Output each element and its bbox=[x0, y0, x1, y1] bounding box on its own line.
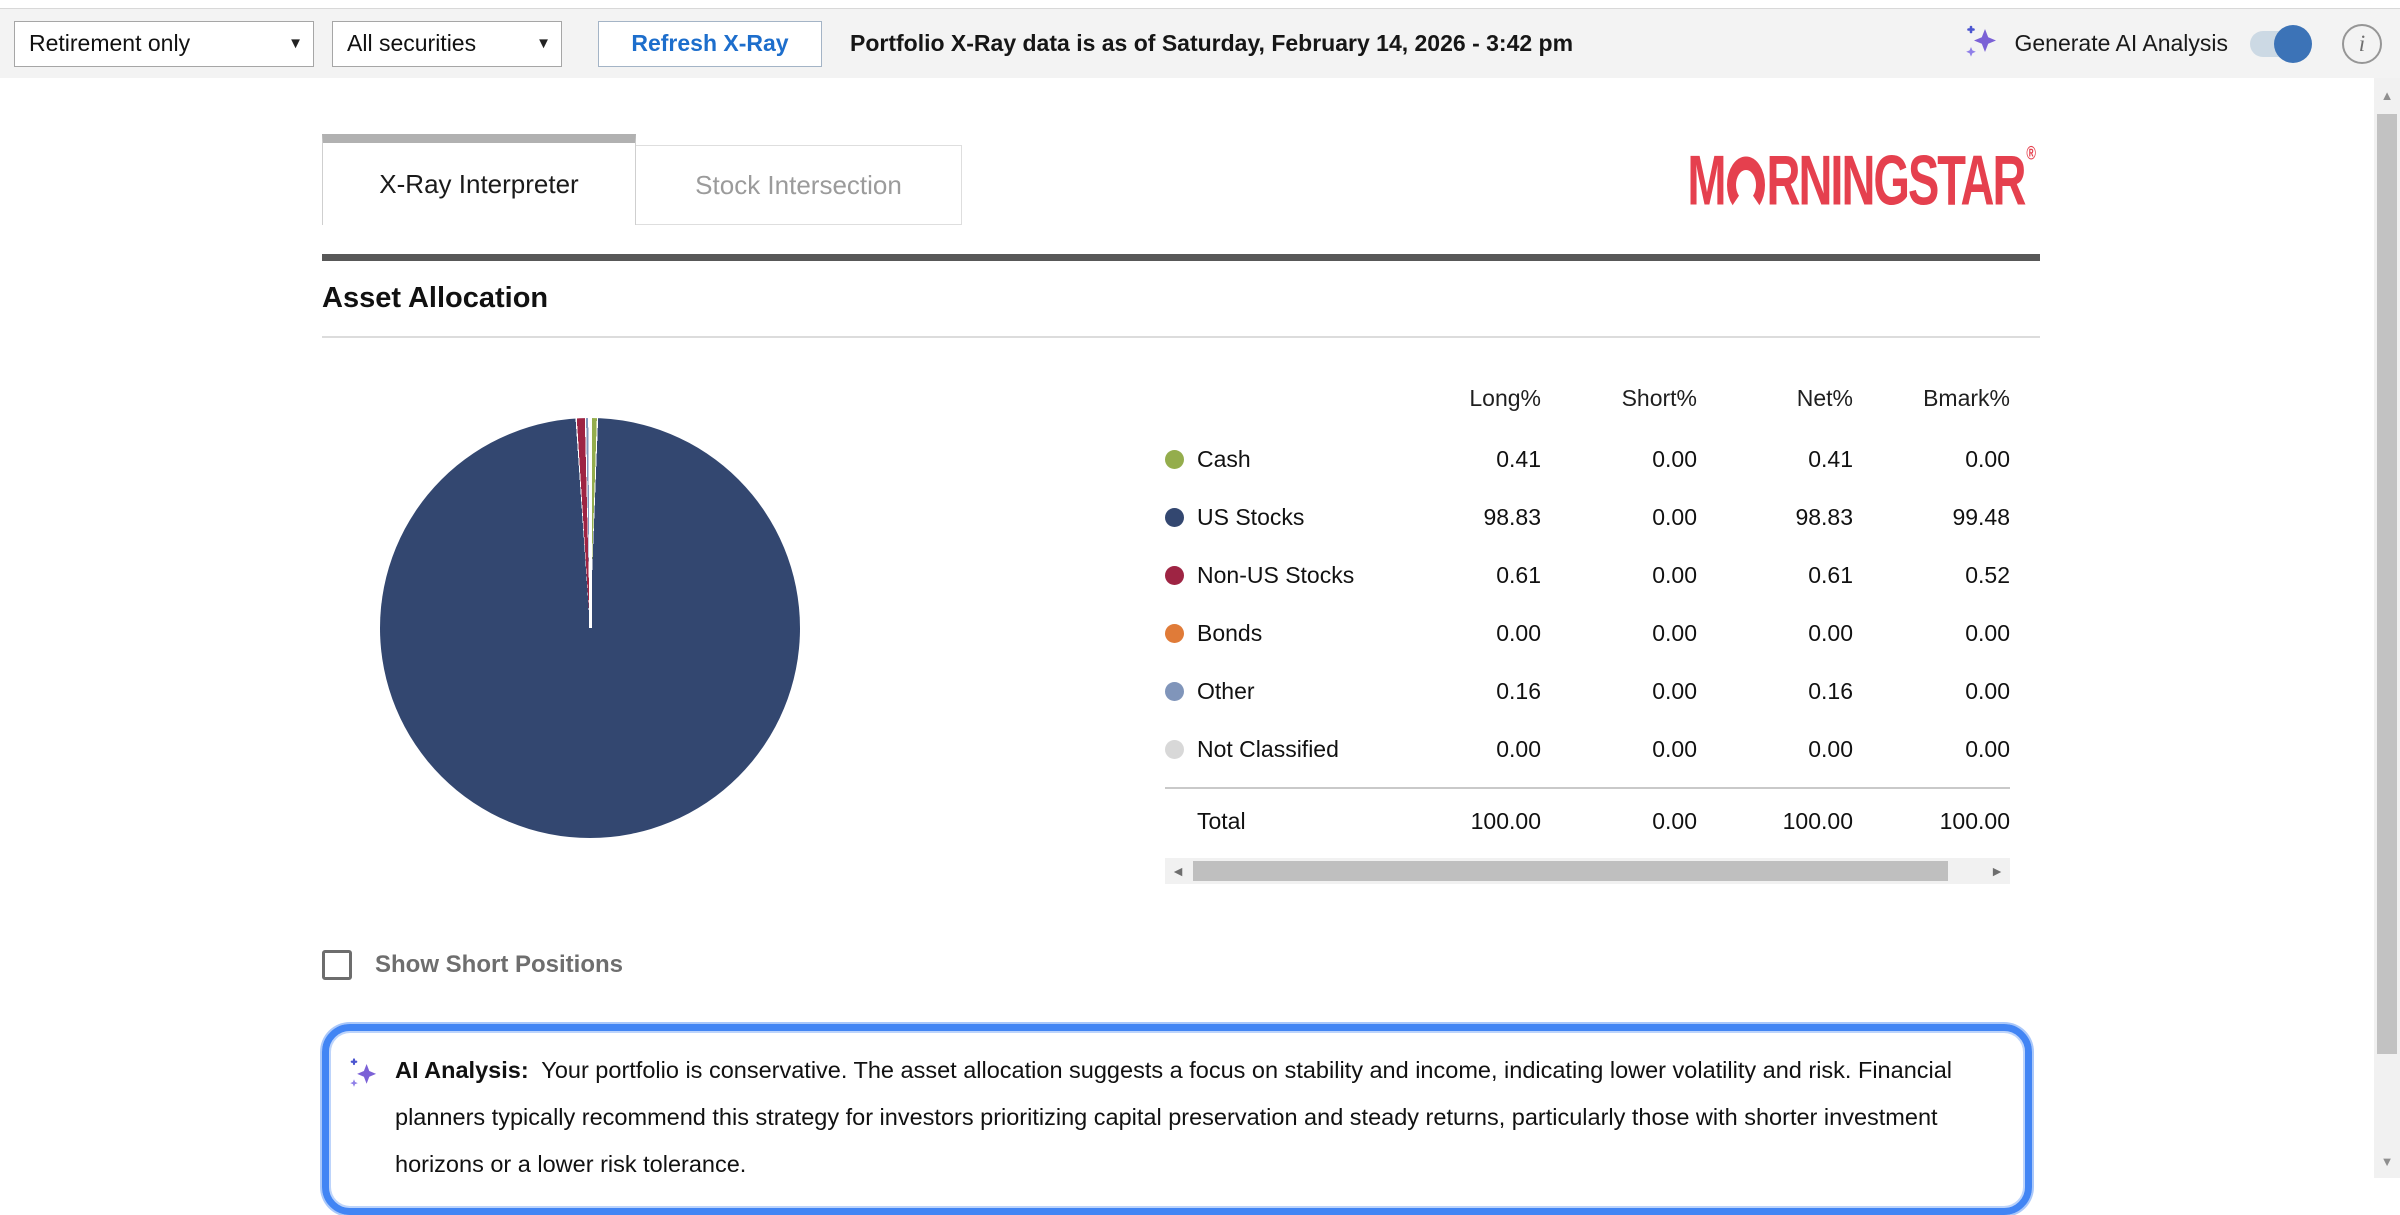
allocation-row: Bonds 0.00 0.00 0.00 0.00 bbox=[1165, 604, 2010, 662]
vertical-scrollbar[interactable]: ▲ ▼ bbox=[2374, 78, 2400, 1178]
allocation-value: 0.16 bbox=[1496, 677, 1541, 704]
col-long: Long% bbox=[1469, 384, 1541, 411]
logo-o-sun-icon bbox=[1726, 155, 1765, 213]
ai-sparkle-icon bbox=[1960, 21, 2000, 66]
asset-allocation-pie-chart bbox=[380, 418, 800, 838]
allocation-row: Non-US Stocks 0.61 0.00 0.61 0.52 bbox=[1165, 546, 2010, 604]
legend-dot-icon bbox=[1165, 681, 1184, 701]
tab-stock-intersection[interactable]: Stock Intersection bbox=[636, 145, 962, 225]
allocation-value: 0.00 bbox=[1652, 561, 1697, 588]
allocation-row: US Stocks 98.83 0.00 98.83 99.48 bbox=[1165, 488, 2010, 546]
allocation-value: 0.00 bbox=[1496, 735, 1541, 762]
horizontal-scrollbar-thumb[interactable] bbox=[1193, 861, 1948, 881]
vertical-scrollbar-thumb[interactable] bbox=[2377, 114, 2397, 1054]
scroll-right-arrow-icon[interactable]: ► bbox=[1990, 863, 2004, 879]
allocation-value: 0.41 bbox=[1808, 445, 1853, 472]
allocation-value: 0.41 bbox=[1496, 445, 1541, 472]
allocation-value: 0.00 bbox=[1652, 445, 1697, 472]
allocation-value: 98.83 bbox=[1483, 503, 1541, 530]
page-title: Asset Allocation bbox=[322, 282, 549, 314]
info-icon[interactable]: i bbox=[2342, 23, 2382, 64]
total-row: Total 100.00 0.00 100.00 100.00 bbox=[1197, 807, 2010, 834]
generate-ai-analysis-toggle[interactable] bbox=[2250, 24, 2312, 63]
allocation-table-rows: Cash 0.41 0.00 0.41 0.00 US Stocks 98.83 0.00 98… bbox=[1165, 430, 2010, 778]
allocation-value: 0.00 bbox=[1965, 677, 2010, 704]
allocation-value: 0.00 bbox=[1965, 445, 2010, 472]
securities-filter-select[interactable]: All securities ▼ bbox=[332, 20, 562, 67]
allocation-value: 0.00 bbox=[1652, 503, 1697, 530]
show-short-positions-checkbox[interactable] bbox=[322, 950, 352, 980]
allocation-value: 0.00 bbox=[1652, 619, 1697, 646]
asset-class-label: Cash bbox=[1197, 445, 1251, 472]
allocation-row: Other 0.16 0.00 0.16 0.00 bbox=[1165, 662, 2010, 720]
ai-analysis-sparkle-icon bbox=[345, 1047, 383, 1188]
allocation-value: 0.61 bbox=[1496, 561, 1541, 588]
chevron-down-icon: ▼ bbox=[288, 35, 303, 52]
refresh-xray-button[interactable]: Refresh X-Ray bbox=[598, 20, 822, 67]
allocation-value: 0.00 bbox=[1965, 735, 2010, 762]
legend-dot-icon bbox=[1165, 623, 1184, 643]
asset-class-label: Non-US Stocks bbox=[1197, 561, 1355, 588]
tabs-row: X-Ray Interpreter Stock Intersection M RN… bbox=[322, 134, 2040, 225]
morningstar-logo: M RNINGSTAR ® bbox=[1687, 140, 2036, 220]
asset-class-label: US Stocks bbox=[1197, 503, 1305, 530]
allocation-value: 0.00 bbox=[1652, 677, 1697, 704]
legend-dot-icon bbox=[1165, 449, 1184, 469]
ai-analysis-text: AI Analysis: Your portfolio is conservat… bbox=[395, 1057, 1953, 1177]
allocation-value: 0.00 bbox=[1808, 735, 1853, 762]
section-divider-light bbox=[322, 336, 2040, 338]
col-net: Net% bbox=[1796, 384, 1853, 411]
allocation-value: 98.83 bbox=[1795, 503, 1853, 530]
asset-class-label: Other bbox=[1197, 677, 1255, 704]
main-content: X-Ray Interpreter Stock Intersection M RN… bbox=[0, 78, 2374, 1215]
allocation-value: 99.48 bbox=[1952, 503, 2010, 530]
table-horizontal-scrollbar[interactable]: ◄ ► bbox=[1165, 858, 2010, 884]
scroll-up-arrow-icon[interactable]: ▲ bbox=[2380, 87, 2394, 103]
section-divider-dark bbox=[322, 254, 2040, 261]
asset-class-label: Not Classified bbox=[1197, 735, 1339, 762]
show-short-positions-label: Show Short Positions bbox=[375, 951, 624, 978]
allocation-value: 0.61 bbox=[1808, 561, 1853, 588]
generate-ai-analysis-label: Generate AI Analysis bbox=[2014, 30, 2228, 56]
chevron-down-icon: ▼ bbox=[536, 35, 551, 52]
allocation-row: Cash 0.41 0.00 0.41 0.00 bbox=[1165, 430, 2010, 488]
toggle-knob bbox=[2274, 24, 2312, 63]
xray-status-text: Portfolio X-Ray data is as of Saturday, … bbox=[850, 30, 1574, 56]
portfolio-filter-select[interactable]: Retirement only ▼ bbox=[14, 20, 314, 67]
allocation-value: 0.16 bbox=[1808, 677, 1853, 704]
portfolio-filter-value: Retirement only bbox=[29, 30, 191, 56]
asset-class-label: Bonds bbox=[1197, 619, 1263, 646]
total-divider bbox=[1165, 787, 2010, 789]
show-short-positions-control: Show Short Positions bbox=[322, 950, 2040, 980]
securities-filter-value: All securities bbox=[347, 30, 477, 56]
ai-analysis-box: AI Analysis: Your portfolio is conservat… bbox=[322, 1024, 2032, 1215]
allocation-value: 0.00 bbox=[1652, 735, 1697, 762]
allocation-row: Not Classified 0.00 0.00 0.00 0.00 bbox=[1165, 720, 2010, 778]
tab-xray-interpreter[interactable]: X-Ray Interpreter bbox=[322, 134, 636, 225]
allocation-value: 0.00 bbox=[1496, 619, 1541, 646]
legend-dot-icon bbox=[1165, 507, 1184, 527]
allocation-value: 0.00 bbox=[1965, 619, 2010, 646]
scroll-left-arrow-icon[interactable]: ◄ bbox=[1171, 863, 1185, 879]
asset-allocation-table: Long% Short% Net% Bmark% Cash 0.41 0.00 0.4… bbox=[1165, 366, 2010, 884]
legend-dot-icon bbox=[1165, 739, 1184, 759]
toolbar: Retirement only ▼ All securities ▼ Refre… bbox=[0, 8, 2400, 78]
table-header: Long% Short% Net% Bmark% bbox=[1165, 366, 2010, 430]
allocation-value: 0.00 bbox=[1808, 619, 1853, 646]
legend-dot-icon bbox=[1165, 565, 1184, 585]
col-short: Short% bbox=[1621, 384, 1697, 411]
allocation-value: 0.52 bbox=[1965, 561, 2010, 588]
scroll-down-arrow-icon[interactable]: ▼ bbox=[2380, 1153, 2394, 1169]
col-bmark: Bmark% bbox=[1923, 384, 2010, 411]
